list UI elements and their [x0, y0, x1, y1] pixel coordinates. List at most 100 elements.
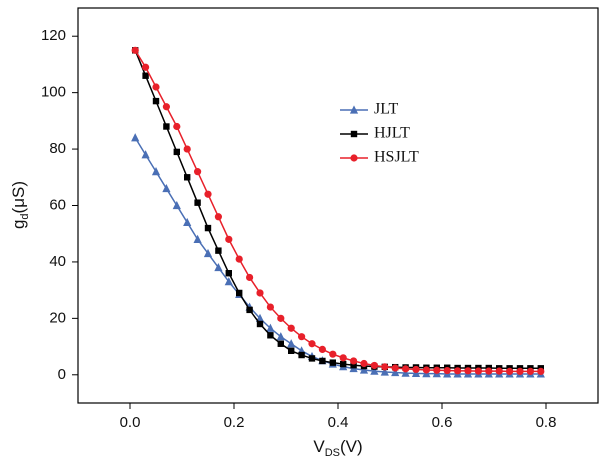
marker: [162, 103, 170, 111]
marker: [443, 366, 451, 375]
marker: [308, 355, 316, 362]
marker: [495, 367, 503, 375]
marker: [370, 361, 378, 370]
marker: [412, 365, 420, 374]
marker: [298, 333, 306, 341]
marker: [276, 332, 285, 341]
marker: [329, 350, 337, 358]
marker: [163, 123, 170, 130]
marker: [152, 83, 160, 91]
series: [131, 46, 545, 375]
marker: [236, 289, 243, 297]
marker: [402, 365, 410, 373]
marker: [370, 366, 379, 375]
marker: [256, 320, 264, 328]
y-tick-label: 100: [41, 84, 66, 101]
series: [132, 47, 544, 372]
legend-label: HJLT: [374, 125, 410, 142]
marker: [287, 324, 295, 332]
marker: [193, 234, 202, 243]
marker: [350, 130, 358, 138]
y-label-base: g: [9, 220, 28, 229]
marker: [391, 367, 400, 377]
marker: [162, 183, 171, 193]
marker: [203, 248, 213, 258]
x-tick-label: 0.2: [224, 414, 245, 431]
marker: [339, 354, 347, 362]
marker: [204, 190, 212, 198]
marker: [246, 273, 254, 282]
marker: [350, 361, 357, 369]
marker: [381, 363, 389, 371]
marker: [464, 367, 472, 375]
y-label-sub: d: [19, 213, 31, 219]
legend-label: HSJLT: [374, 149, 419, 166]
marker: [267, 332, 274, 339]
marker: [255, 313, 265, 322]
marker: [266, 323, 275, 332]
marker: [319, 357, 326, 365]
marker: [152, 97, 160, 105]
series-line: [134, 137, 541, 375]
marker: [308, 340, 316, 348]
marker: [359, 365, 369, 374]
marker: [516, 367, 524, 375]
marker: [318, 345, 326, 353]
x-label-base: V: [313, 437, 325, 456]
marker: [141, 150, 150, 159]
series: [131, 133, 545, 378]
x-axis-label: VDS(V): [313, 437, 362, 458]
marker: [214, 213, 222, 221]
y-tick-label: 80: [49, 140, 66, 157]
y-tick-label: 0: [58, 366, 66, 383]
marker: [256, 289, 264, 297]
marker: [214, 262, 223, 272]
plot-frame: [77, 7, 599, 404]
marker: [131, 133, 140, 142]
legend-label: JLT: [374, 101, 399, 118]
y-tick-label: 120: [41, 27, 66, 44]
marker: [349, 105, 359, 114]
x-tick-label: 0.4: [328, 414, 349, 431]
marker: [224, 277, 233, 286]
marker: [235, 255, 243, 263]
marker: [537, 367, 545, 375]
x-label-sub: DS: [325, 447, 340, 459]
marker: [142, 72, 149, 79]
marker: [225, 270, 232, 277]
marker: [329, 359, 336, 366]
marker: [454, 367, 462, 375]
marker: [215, 247, 222, 254]
marker: [194, 199, 201, 206]
marker: [350, 154, 358, 162]
marker: [288, 347, 295, 355]
x-label-unit: (V): [340, 437, 363, 456]
marker: [350, 357, 358, 365]
marker: [246, 306, 253, 314]
marker: [183, 217, 192, 227]
marker: [131, 46, 139, 54]
x-tick-label: 0.8: [536, 414, 557, 431]
series-line: [134, 50, 541, 370]
marker: [380, 367, 389, 376]
marker: [298, 351, 305, 359]
marker: [266, 303, 274, 311]
marker: [151, 167, 161, 176]
marker: [526, 367, 535, 375]
marker: [277, 314, 285, 322]
y-tick-label: 40: [49, 253, 66, 270]
x-tick-label: 0.0: [120, 414, 141, 431]
marker: [225, 235, 233, 243]
marker: [194, 168, 202, 176]
marker: [391, 364, 399, 372]
marker: [173, 148, 180, 156]
y-tick-label: 60: [49, 196, 66, 213]
marker: [184, 174, 191, 181]
marker: [422, 366, 430, 374]
series-line: [134, 49, 541, 373]
marker: [277, 340, 284, 347]
x-tick-label: 0.6: [432, 414, 453, 431]
y-axis-label: gd(μS): [9, 181, 30, 229]
marker: [506, 367, 514, 375]
marker: [142, 63, 150, 71]
